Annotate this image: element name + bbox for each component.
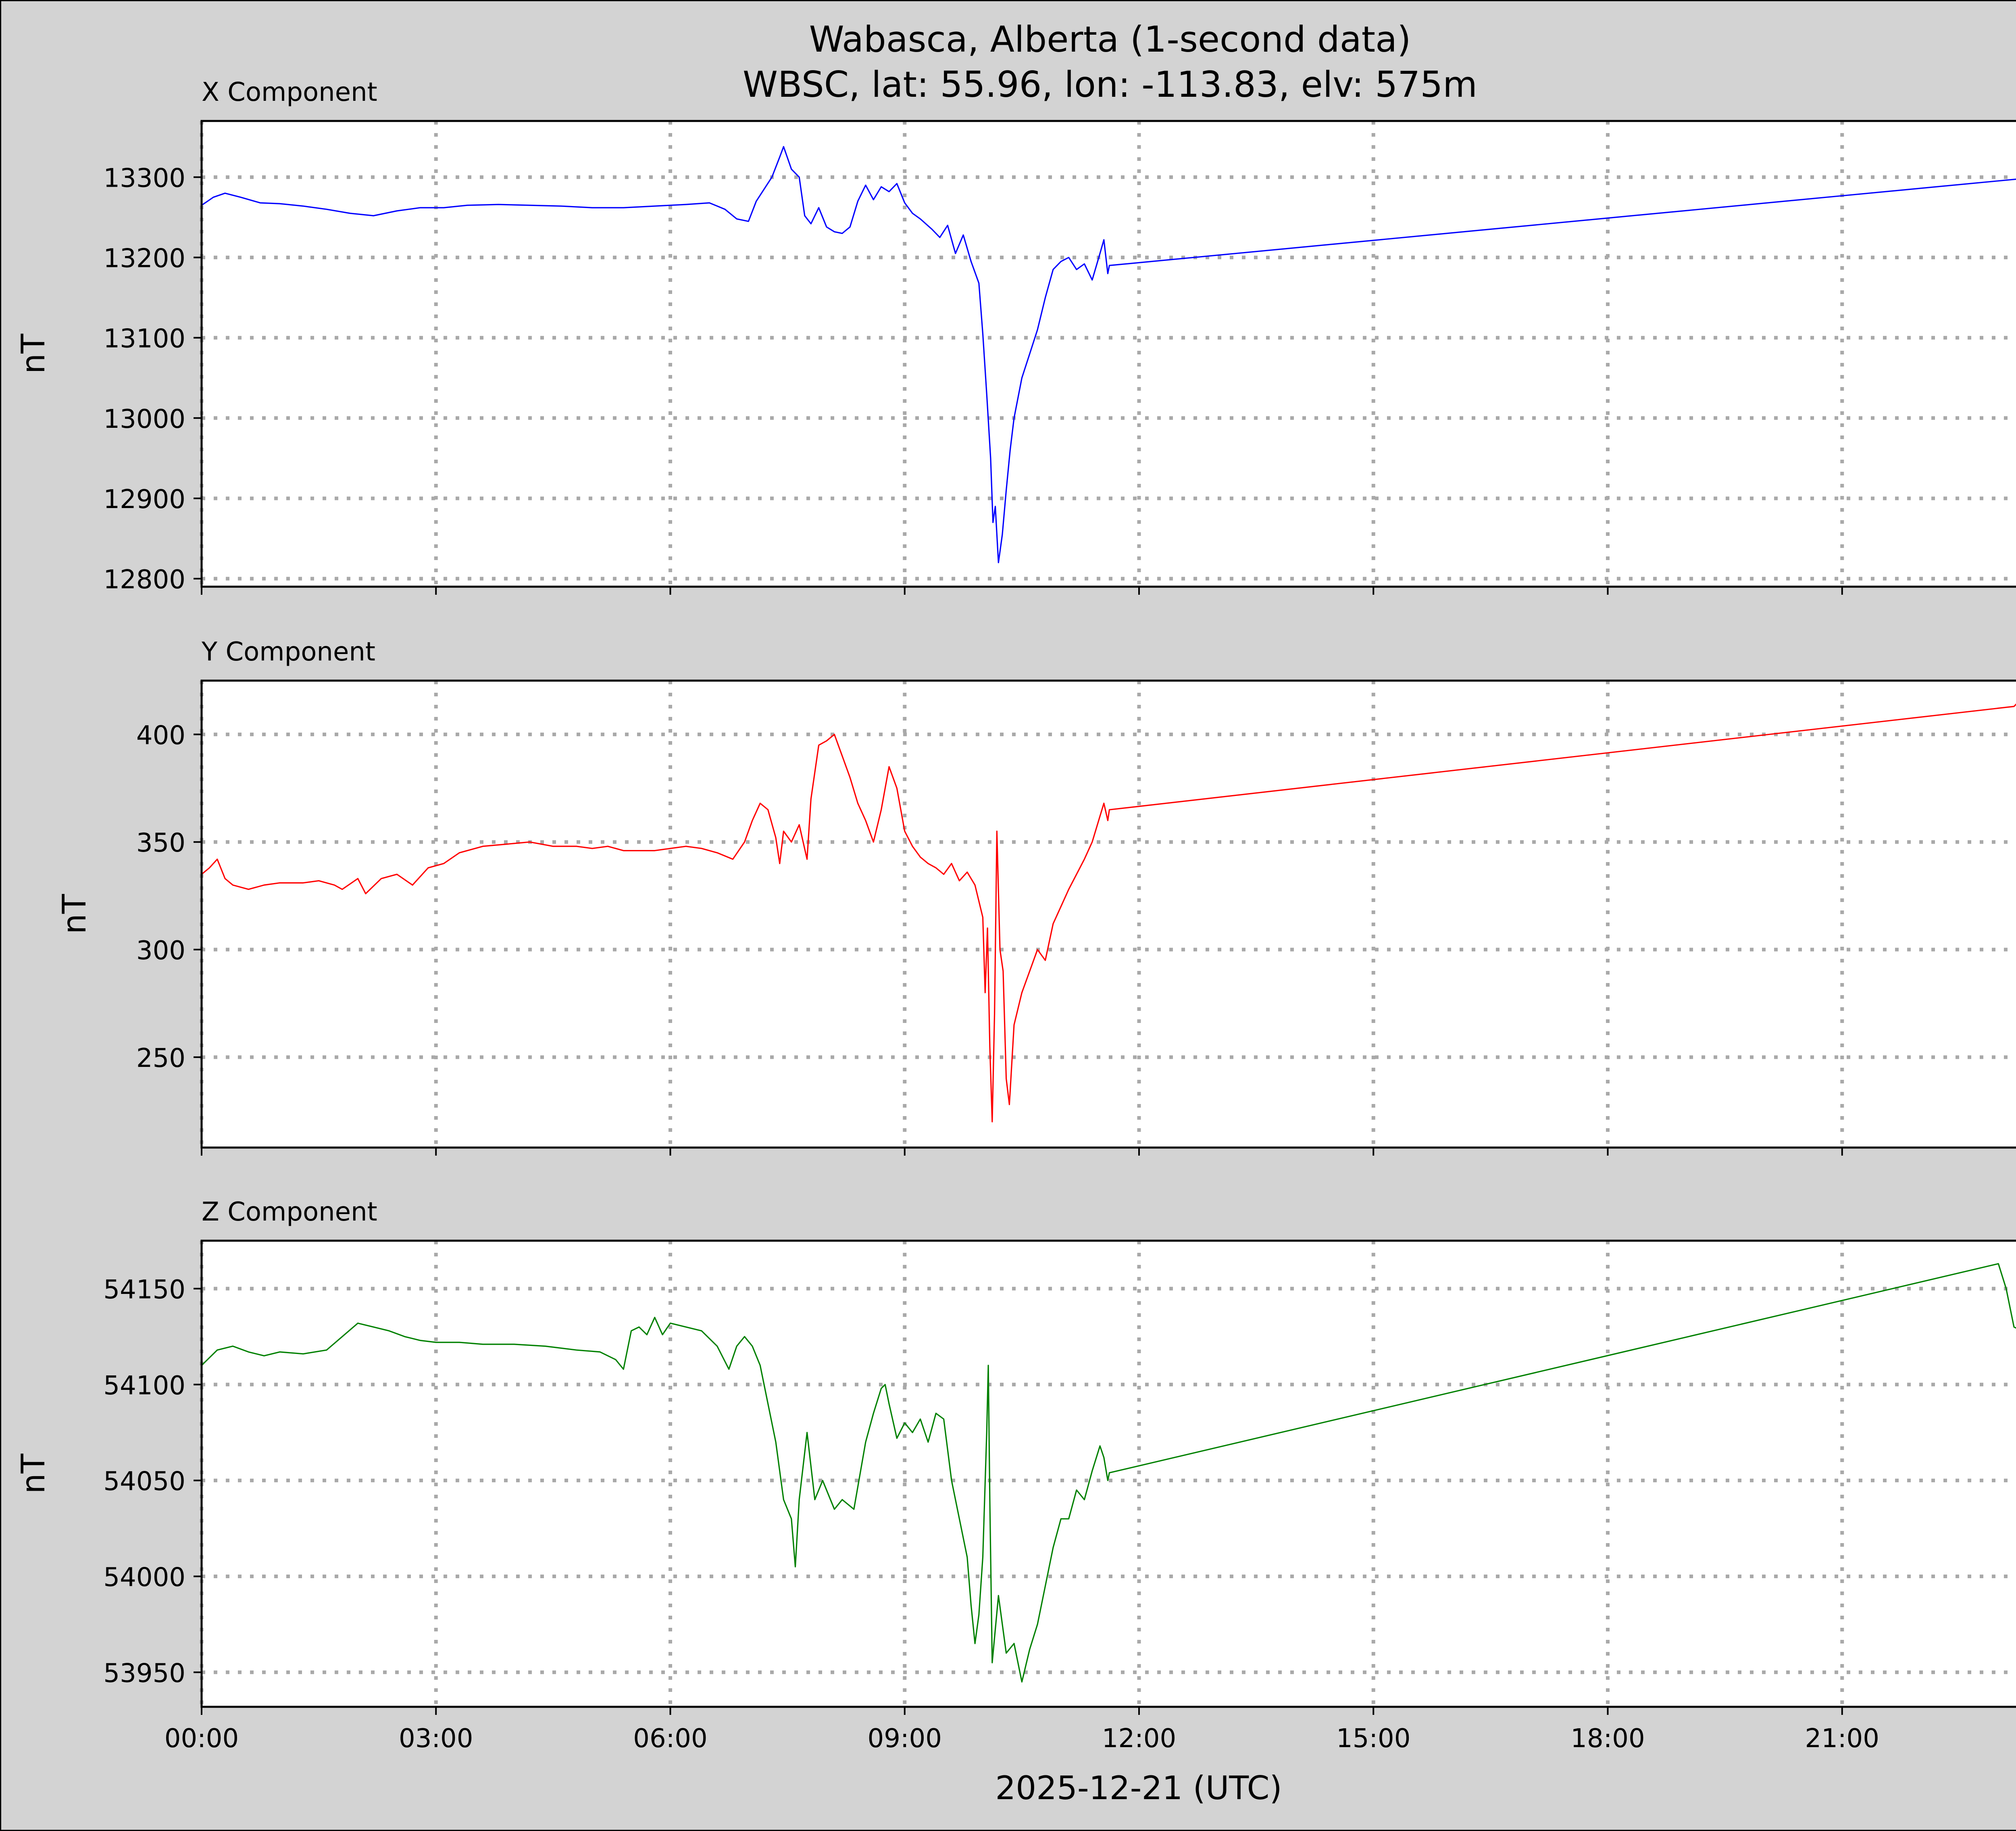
panel-2: 250 300 350 400 Y Component nT (56, 637, 2016, 1156)
x-tick-label: 18:00 (1570, 1724, 1645, 1754)
panel-title: X Component (202, 77, 377, 107)
x-tick-label: 06:00 (633, 1724, 707, 1754)
plot-area (200, 679, 2016, 1149)
x-tick-label: 00:00 (165, 1724, 239, 1754)
figure-title-line1: Wabasca, Alberta (1-second data) (809, 19, 1411, 60)
series-line (201, 703, 2016, 1123)
plot-area (200, 120, 2016, 588)
x-tick-label: 21:00 (1805, 1724, 1879, 1754)
x-tick-label: 12:00 (1102, 1724, 1176, 1754)
y-tick-label: 54050 (103, 1467, 185, 1497)
y-tick-label: 13200 (103, 244, 185, 274)
panel-3: 00:00 03:00 06:00 09:00 12:00 15:00 18:00 21:00… (15, 1197, 2016, 1754)
y-tick-label: 54100 (103, 1371, 185, 1401)
y-tick-label: 13300 (103, 163, 185, 193)
panels-group: 12800 12900 13000 13100 13200 13300 X Componen… (15, 77, 2016, 1754)
y-axis-label: nT (15, 333, 52, 374)
y-tick-label: 12800 (103, 565, 185, 595)
x-tick-label: 15:00 (1336, 1724, 1410, 1754)
x-axis-label: 2025-12-21 (UTC) (995, 1769, 1282, 1807)
panel-1: 12800 12900 13000 13100 13200 13300 X Componen… (15, 77, 2016, 595)
panel-title: Y Component (201, 637, 375, 667)
y-tick-label: 300 (136, 936, 185, 966)
y-tick-label: 250 (136, 1044, 185, 1073)
series-line (201, 1263, 2016, 1683)
series-line (201, 146, 2016, 563)
y-tick-label: 13000 (103, 404, 185, 434)
y-axis-label: nT (15, 1453, 52, 1494)
y-tick-label: 53950 (103, 1658, 185, 1688)
y-tick-label: 54000 (103, 1563, 185, 1593)
y-tick-label: 400 (136, 721, 185, 750)
y-axis-label: nT (56, 894, 93, 934)
y-tick-label: 13100 (103, 324, 185, 354)
figure-title-line2: WBSC, lat: 55.96, lon: -113.83, elv: 575… (743, 64, 1477, 105)
x-tick-label: 09:00 (868, 1724, 942, 1754)
y-tick-label: 54150 (103, 1275, 185, 1305)
y-tick-label: 12900 (103, 485, 185, 515)
y-tick-label: 350 (136, 828, 185, 858)
panel-title: Z Component (202, 1197, 377, 1227)
x-tick-label: 03:00 (399, 1724, 473, 1754)
